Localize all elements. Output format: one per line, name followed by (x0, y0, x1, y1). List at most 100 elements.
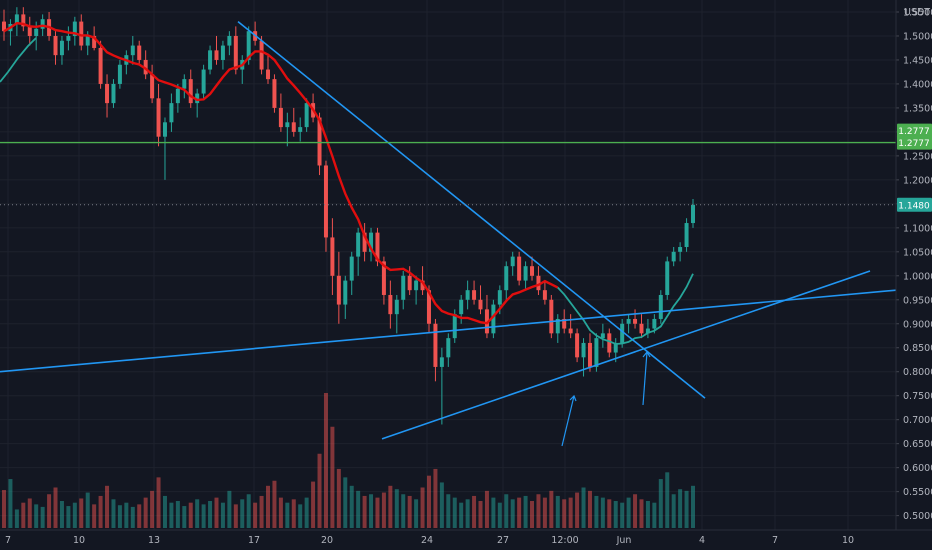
candle-body (678, 247, 683, 252)
volume-bar (510, 499, 515, 528)
price-tick-label: 1.3500 (903, 103, 932, 114)
time-tick-label: 7 (772, 535, 778, 546)
candle-body (298, 127, 303, 132)
volume-bar (336, 468, 341, 528)
candle-body (21, 14, 26, 27)
volume-bar (381, 492, 386, 528)
candle-body (446, 338, 451, 358)
candle-body (92, 35, 97, 48)
candle-body (105, 83, 110, 104)
candle-body (555, 318, 560, 334)
candle-body (227, 35, 232, 46)
price-tag-box (897, 197, 932, 212)
candle-body (272, 79, 277, 108)
price-tags: 1.2777 1.2777 1.1480 (897, 123, 932, 212)
volume-bar (549, 490, 554, 528)
candle-body (72, 21, 77, 36)
volume-bar (105, 485, 110, 528)
volume-bar (626, 497, 631, 528)
volume-bar (162, 495, 167, 528)
time-tick-label: Jun (616, 535, 632, 546)
candle-body (117, 64, 122, 84)
volume-bar (594, 495, 599, 528)
volume-bar (407, 495, 412, 528)
candle-body (201, 69, 206, 94)
volume-bar (79, 498, 84, 528)
candle-body (691, 204, 695, 224)
volume-bar (53, 487, 58, 528)
volume-bar (266, 485, 271, 528)
volume-bar (472, 495, 477, 528)
arrow-line-2 (642, 351, 648, 406)
candle-body (465, 290, 470, 300)
volume-bar (2, 490, 6, 528)
volume-bar (150, 490, 155, 528)
candle-body (150, 74, 155, 99)
volume-bar (111, 499, 116, 528)
volume-bar (92, 504, 97, 528)
volume-bar (491, 497, 496, 528)
volume-bar (497, 502, 502, 528)
price-tag-label: 1.1480 (898, 201, 930, 211)
candle-body (587, 342, 592, 367)
candle-body (175, 88, 180, 104)
time-tick-label: 20 (321, 535, 333, 546)
volume-bar (420, 487, 425, 528)
volume-bar (130, 506, 135, 528)
price-tag-label: 1.2777 (898, 139, 930, 149)
volume-bar (246, 494, 251, 528)
candle-body (40, 19, 45, 29)
time-axis[interactable]: 7 10 13 17 20 24 27 12:00 Jun 4 7 10 (0, 529, 932, 550)
candle-body (59, 40, 64, 56)
trendline-long-support (0, 289, 897, 373)
candle-body (439, 357, 444, 367)
candle-body (356, 232, 361, 257)
candle-body (317, 117, 322, 166)
candle-body (684, 223, 689, 248)
candle-body (343, 280, 348, 305)
price-axis[interactable]: USDT 1.55001.50001.45001.40001.35001.300… (895, 0, 932, 530)
candle-body (504, 266, 509, 291)
volume-bar (465, 499, 470, 528)
price-tag-box (897, 123, 932, 138)
time-tick-label: 13 (148, 535, 160, 546)
candle-body (484, 309, 489, 334)
price-tick-label: 1.5000 (903, 31, 932, 42)
volume-bar (27, 498, 32, 528)
time-tick-label: 17 (248, 535, 260, 546)
volume-bar (137, 504, 142, 528)
candle-body (562, 318, 567, 329)
candle-body (530, 266, 535, 276)
arrow-line-1 (561, 395, 575, 447)
volume-bar (124, 502, 129, 528)
trendline-ascending-support (381, 270, 871, 440)
volume-bar (691, 485, 695, 528)
volume-bar (575, 492, 580, 528)
candle-body (523, 266, 528, 281)
candle-body (66, 35, 71, 41)
trend-drawings[interactable] (0, 20, 897, 447)
candle-body (381, 261, 386, 295)
candle-body (233, 35, 238, 70)
volume-bar (272, 480, 277, 528)
candle-body (143, 59, 148, 75)
volume-bar (98, 495, 103, 528)
volume-bar (85, 492, 90, 528)
candle-body (388, 294, 393, 315)
candle-body (433, 323, 438, 367)
volume-bar (433, 468, 438, 528)
volume-bar (587, 490, 592, 528)
volume-bar (530, 501, 535, 528)
candle-body (369, 232, 374, 252)
candle-body (278, 107, 283, 128)
candle-body (246, 31, 251, 60)
volume-bar (66, 506, 71, 528)
candle-body (478, 299, 483, 310)
